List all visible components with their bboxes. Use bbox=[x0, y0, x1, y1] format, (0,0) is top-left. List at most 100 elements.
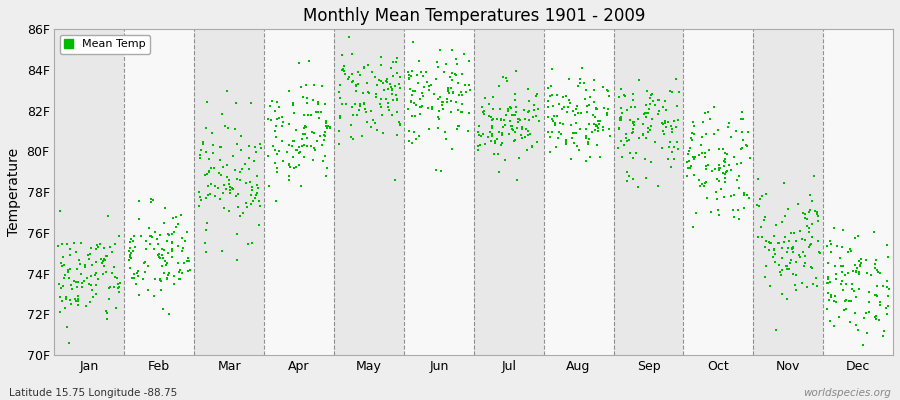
Point bbox=[696, 118, 710, 125]
Point bbox=[494, 130, 508, 136]
Point bbox=[127, 271, 141, 277]
Point bbox=[619, 178, 634, 184]
Point bbox=[620, 169, 634, 175]
Point bbox=[601, 106, 616, 112]
Point bbox=[651, 183, 665, 190]
Point bbox=[643, 126, 657, 133]
Point bbox=[639, 175, 653, 182]
Point bbox=[560, 109, 574, 115]
Point bbox=[547, 120, 562, 127]
Point bbox=[773, 269, 788, 275]
Point bbox=[878, 328, 892, 334]
Point bbox=[98, 256, 112, 263]
Point bbox=[382, 81, 397, 87]
Point bbox=[56, 282, 70, 289]
Point bbox=[380, 79, 394, 86]
Point bbox=[230, 231, 244, 238]
Point bbox=[644, 123, 658, 129]
Point bbox=[824, 318, 838, 324]
Point bbox=[845, 286, 859, 292]
Point bbox=[333, 81, 347, 88]
Point bbox=[503, 118, 517, 124]
Point bbox=[112, 280, 127, 286]
Point bbox=[492, 169, 507, 176]
Point bbox=[483, 138, 498, 144]
Point bbox=[99, 253, 113, 260]
Point bbox=[168, 214, 183, 220]
Point bbox=[561, 104, 575, 110]
Point bbox=[161, 270, 176, 276]
Point bbox=[665, 126, 680, 132]
Point bbox=[485, 133, 500, 140]
Point bbox=[200, 170, 214, 177]
Point bbox=[160, 238, 175, 244]
Point bbox=[597, 104, 611, 111]
Point bbox=[643, 95, 657, 101]
Point bbox=[590, 106, 604, 112]
Point bbox=[459, 89, 473, 95]
Point bbox=[74, 240, 88, 247]
Point bbox=[409, 102, 423, 108]
Point bbox=[701, 147, 716, 154]
Point bbox=[848, 235, 862, 241]
Point bbox=[335, 67, 349, 73]
Point bbox=[181, 255, 195, 261]
Point bbox=[754, 234, 769, 240]
Point bbox=[99, 308, 113, 314]
Point bbox=[778, 262, 793, 269]
Bar bbox=[334, 29, 404, 355]
Point bbox=[376, 80, 391, 86]
Point bbox=[212, 170, 227, 176]
Point bbox=[661, 118, 675, 125]
Point bbox=[828, 263, 842, 269]
Point bbox=[408, 113, 422, 119]
Point bbox=[377, 87, 392, 93]
Point bbox=[638, 110, 652, 116]
Point bbox=[57, 262, 71, 268]
Point bbox=[202, 169, 216, 176]
Point bbox=[419, 78, 434, 85]
Point bbox=[238, 161, 252, 167]
Point bbox=[320, 165, 335, 172]
Point bbox=[383, 84, 398, 90]
Point bbox=[573, 80, 588, 86]
Point bbox=[404, 98, 419, 104]
Point bbox=[58, 294, 73, 300]
Point bbox=[131, 216, 146, 222]
Point bbox=[849, 294, 863, 300]
Point bbox=[645, 98, 660, 104]
Point bbox=[268, 147, 283, 153]
Point bbox=[758, 274, 772, 280]
Point bbox=[409, 102, 423, 108]
Point bbox=[829, 298, 843, 305]
Point bbox=[717, 179, 732, 185]
Point bbox=[753, 196, 768, 202]
Point bbox=[589, 123, 603, 129]
Point bbox=[601, 92, 616, 99]
Point bbox=[737, 205, 751, 211]
Point bbox=[496, 74, 510, 80]
Point bbox=[350, 112, 365, 118]
Point bbox=[222, 180, 237, 187]
Point bbox=[667, 143, 681, 150]
Point bbox=[158, 258, 172, 264]
Point bbox=[139, 258, 153, 265]
Point bbox=[84, 245, 98, 252]
Point bbox=[54, 260, 68, 266]
Point bbox=[316, 158, 330, 164]
Point bbox=[873, 270, 887, 276]
Point bbox=[762, 240, 777, 246]
Point bbox=[876, 283, 890, 289]
Point bbox=[799, 223, 814, 229]
Point bbox=[430, 96, 445, 102]
Point bbox=[724, 193, 738, 199]
Point bbox=[216, 189, 230, 196]
Point bbox=[626, 155, 640, 161]
Point bbox=[637, 156, 652, 162]
Point bbox=[287, 138, 302, 144]
Point bbox=[799, 216, 814, 222]
Point bbox=[336, 66, 350, 72]
Point bbox=[298, 123, 312, 129]
Point bbox=[541, 114, 555, 120]
Point bbox=[714, 186, 728, 192]
